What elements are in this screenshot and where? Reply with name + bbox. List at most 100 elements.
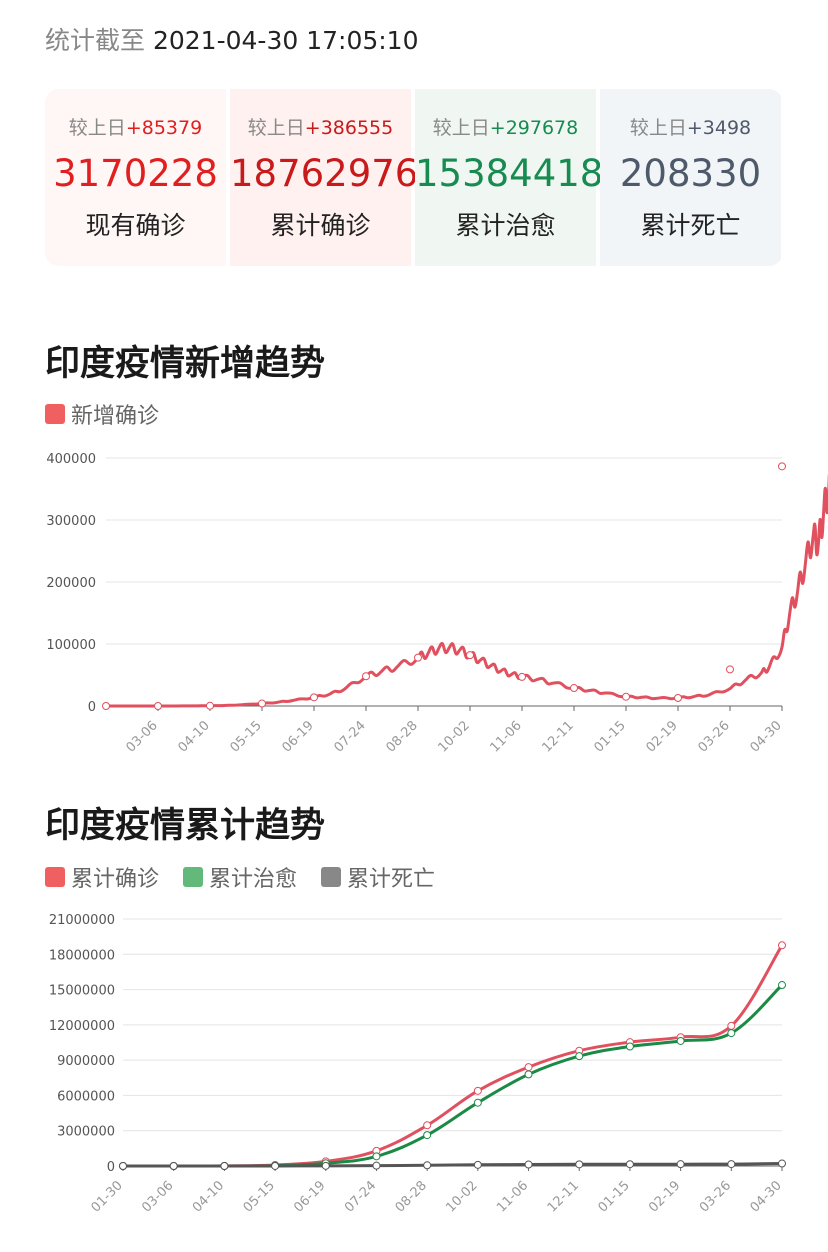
data-point (570, 684, 578, 693)
data-point (372, 1152, 381, 1161)
x-tick-label: 03-06 (139, 1178, 176, 1215)
x-tick-label: 03-26 (697, 1178, 734, 1215)
data-point (258, 699, 266, 708)
card-value: 208330 (619, 152, 762, 195)
series-line-new-confirmed (106, 474, 828, 708)
card-total-confirmed: 较上日+386555 18762976 累计确诊 (230, 89, 418, 266)
data-point (220, 1161, 229, 1170)
legend-label: 新增确诊 (71, 404, 160, 429)
data-point (778, 941, 786, 950)
x-tick-label: 03-26 (696, 718, 733, 755)
data-point (575, 1160, 584, 1169)
legend-label: 累计死亡 (347, 867, 436, 892)
daily-trend-title: 印度疫情新增趋势 (45, 344, 326, 384)
y-tick-label: 21000000 (49, 913, 115, 928)
y-tick-label: 12000000 (49, 1019, 115, 1034)
data-point (625, 1042, 634, 1051)
data-point (524, 1070, 533, 1079)
y-tick-label: 400000 (46, 452, 96, 467)
card-value: 15384418 (415, 152, 604, 195)
data-point (778, 1159, 786, 1168)
data-point (727, 1029, 736, 1038)
legend-label: 累计治愈 (209, 867, 298, 892)
legend-item-total-recovered[interactable]: 累计治愈 (183, 861, 297, 893)
delta-value: +3498 (686, 117, 752, 139)
x-tick-label: 01-30 (89, 1178, 126, 1215)
x-tick-label: 01-15 (595, 1178, 632, 1215)
data-point (778, 981, 786, 990)
x-tick-label: 04-10 (190, 1178, 227, 1215)
data-point (119, 1162, 127, 1170)
data-point (154, 701, 162, 710)
data-point (473, 1086, 482, 1095)
data-point (778, 462, 786, 471)
cumulative-trend-title: 印度疫情累计趋势 (45, 806, 326, 846)
cumulative-trend-legend: 累计确诊 累计治愈 累计死亡 (45, 861, 459, 893)
series-line-total-confirmed (123, 944, 784, 1168)
x-tick-label: 06-19 (291, 1178, 328, 1215)
legend-swatch (321, 867, 342, 887)
x-tick-label: 01-15 (592, 718, 629, 755)
data-point (466, 651, 474, 660)
legend-swatch (45, 404, 65, 424)
data-point (518, 672, 526, 681)
data-point (321, 1161, 330, 1170)
data-point (676, 1036, 685, 1045)
x-tick-label: 04-30 (748, 1178, 785, 1215)
data-point (524, 1063, 533, 1072)
data-point (727, 1021, 736, 1030)
delta-label: 较上日 (629, 117, 687, 139)
data-point (169, 1162, 178, 1170)
card-delta: 较上日+85379 (45, 117, 226, 139)
data-point (102, 701, 110, 710)
card-name: 累计确诊 (270, 211, 371, 240)
data-point (625, 1160, 634, 1169)
x-tick-label: 04-10 (176, 718, 213, 755)
data-point (414, 653, 422, 662)
data-point (473, 1098, 482, 1107)
delta-value: +386555 (304, 117, 394, 139)
y-tick-label: 100000 (46, 638, 96, 653)
delta-value: +297678 (489, 117, 579, 139)
data-point (423, 1131, 432, 1140)
legend-swatch (45, 867, 65, 887)
card-name: 现有确诊 (85, 211, 186, 240)
stat-time: 统计截至 2021-04-30 17:05:10 (45, 26, 418, 56)
data-point (622, 692, 630, 701)
legend-label: 累计确诊 (71, 867, 160, 892)
x-tick-label: 12-11 (540, 718, 577, 755)
data-point (524, 1160, 533, 1169)
x-tick-label: 08-28 (393, 1178, 430, 1215)
y-tick-label: 200000 (46, 576, 96, 591)
legend-item-total-confirmed[interactable]: 累计确诊 (45, 861, 159, 893)
data-point (575, 1052, 584, 1061)
x-tick-label: 03-06 (124, 718, 161, 755)
cumulative-trend-chart: 0 3000000 6000000 9000000 12000000 15000000 18… (49, 913, 786, 1216)
card-name: 累计死亡 (640, 211, 741, 240)
x-tick-label: 11-06 (494, 1178, 531, 1215)
data-point (206, 701, 214, 710)
daily-trend-legend: 新增确诊 (45, 398, 183, 430)
y-tick-label: 3000000 (57, 1125, 115, 1140)
y-tick-label: 15000000 (49, 984, 115, 999)
legend-item-new-confirmed[interactable]: 新增确诊 (45, 398, 159, 430)
x-tick-label: 05-15 (228, 718, 265, 755)
card-delta: 较上日+3498 (600, 117, 781, 139)
x-tick-label: 05-15 (241, 1178, 278, 1215)
legend-swatch (183, 867, 204, 887)
card-value: 3170228 (53, 152, 218, 195)
data-point (727, 1160, 736, 1169)
legend-item-total-deaths[interactable]: 累计死亡 (321, 861, 435, 893)
x-tick-label: 02-19 (646, 1178, 683, 1215)
data-point (674, 693, 682, 702)
x-tick-label: 12-11 (545, 1178, 582, 1215)
y-tick-label: 9000000 (57, 1054, 115, 1069)
x-tick-label: 02-19 (644, 718, 681, 755)
x-tick-label: 08-28 (384, 718, 421, 755)
card-total-deaths: 较上日+3498 208330 累计死亡 (600, 89, 781, 266)
daily-trend-chart: 0 100000 200000 300000 400000 03-06 04-10 05-15… (46, 452, 828, 756)
x-tick-label: 06-19 (280, 718, 317, 755)
series-line-total-recovered (123, 983, 784, 1168)
x-tick-label: 10-02 (436, 718, 473, 755)
summary-cards: 较上日+85379 3170228 现有确诊 较上日+386555 187629… (45, 89, 783, 266)
